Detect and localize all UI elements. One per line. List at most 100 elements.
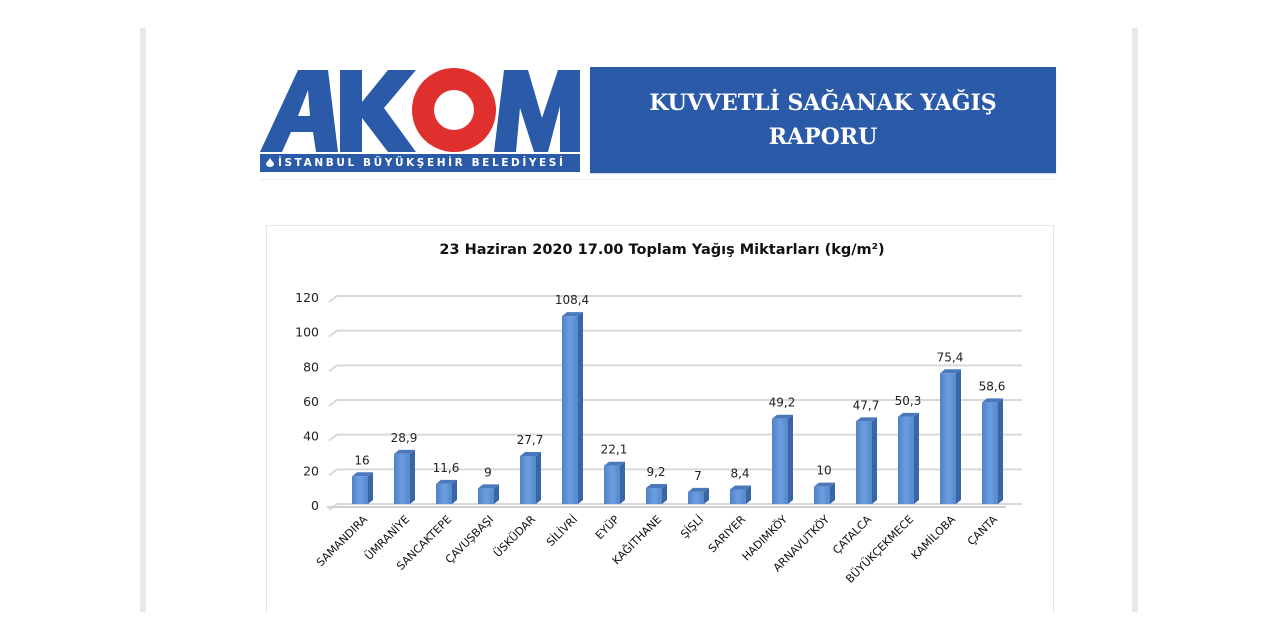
bar-top	[856, 417, 877, 422]
x-category-label: ÇATALCA	[830, 513, 874, 557]
bar-side	[788, 414, 793, 504]
x-category-label: SİLİVRİ	[544, 513, 580, 549]
x-category-label: ŞİŞLİ	[678, 513, 706, 541]
bar-side	[830, 482, 835, 504]
page-left-edge	[140, 28, 146, 612]
y-tick-label: 80	[303, 359, 319, 374]
bar-side	[620, 461, 625, 504]
bar-kağithane	[646, 488, 662, 504]
bar-top	[982, 398, 1003, 403]
y-tick-label: 40	[303, 429, 319, 444]
x-category-label: KAMİLOBA	[909, 513, 959, 563]
x-category-label: ÜSKÜDAR	[491, 513, 538, 560]
data-label: 9	[484, 465, 492, 479]
bar-side	[662, 484, 667, 504]
data-label: 11,6	[433, 461, 460, 475]
data-label: 47,7	[853, 398, 880, 412]
logo-subtitle-strip: İSTANBUL BÜYÜKŞEHİR BELEDİYESİ	[260, 154, 580, 172]
x-category-label: ÇANTA	[965, 513, 1001, 549]
data-label: 58,6	[979, 379, 1006, 393]
header-divider	[260, 179, 1056, 180]
data-label: 75,4	[937, 350, 964, 364]
bar-side	[578, 312, 583, 504]
bar-kami̇loba	[940, 373, 956, 504]
y-tick-label: 120	[295, 290, 319, 305]
x-category-label: SAMANDIRA	[314, 513, 370, 569]
akom-logo-letters	[260, 68, 580, 152]
data-label: 7	[694, 469, 702, 483]
bar-side	[452, 479, 457, 504]
bar-büyükçekmece	[898, 416, 914, 504]
report-title-box: KUVVETLİ SAĞANAK YAĞIŞ RAPORU	[590, 67, 1056, 173]
bar-top	[478, 484, 499, 489]
data-label: 22,1	[601, 443, 628, 457]
x-category-label: EYÜP	[593, 513, 623, 543]
bar-side	[998, 398, 1003, 504]
data-label: 108,4	[555, 293, 589, 307]
gridline-perspective	[328, 433, 338, 442]
bar-top	[772, 414, 793, 419]
x-category-label: SARIYER	[706, 513, 749, 556]
gridline-perspective	[328, 364, 338, 373]
bar-çanta	[982, 402, 998, 504]
report-title-line1: KUVVETLİ SAĞANAK YAĞIŞ	[649, 90, 997, 116]
bar-side	[872, 417, 877, 504]
data-label: 49,2	[769, 396, 796, 410]
y-tick-label: 20	[303, 463, 319, 478]
bar-top	[814, 482, 835, 487]
bar-si̇li̇vri̇	[562, 316, 578, 504]
bar-sancaktepe	[436, 483, 452, 504]
bar-eyüp	[604, 465, 620, 504]
bar-şi̇şli̇	[688, 491, 704, 504]
bar-top	[436, 479, 457, 484]
data-label: 27,7	[517, 433, 544, 447]
report-title-line2: RAPORU	[768, 124, 878, 150]
bar-side	[914, 412, 919, 504]
bar-top	[730, 485, 751, 490]
bar-side	[494, 484, 499, 504]
rainfall-chart: 23 Haziran 2020 17.00 Toplam Yağış Mikta…	[266, 225, 1054, 614]
data-label: 10	[816, 464, 831, 478]
bar-arnavutköy	[814, 486, 830, 504]
bar-side	[704, 487, 709, 504]
bar-top	[940, 369, 961, 374]
bar-sariyer	[730, 489, 746, 504]
chart-plot: 02040608010012016SAMANDIRA28,9ÜMRANİYE11…	[295, 290, 1022, 586]
bar-top	[898, 412, 919, 417]
logo-subtitle: İSTANBUL BÜYÜKŞEHİR BELEDİYESİ	[278, 157, 566, 169]
bar-side	[956, 369, 961, 504]
data-label: 9,2	[646, 465, 665, 479]
akom-logo: İSTANBUL BÜYÜKŞEHİR BELEDİYESİ	[258, 66, 582, 174]
bar-top	[688, 487, 709, 492]
gridline-perspective	[328, 329, 338, 338]
bar-top	[520, 451, 541, 456]
y-tick-label: 100	[295, 325, 319, 340]
bar-top	[646, 484, 667, 489]
bar-çatalca	[856, 421, 872, 504]
bar-üsküdar	[520, 455, 536, 504]
bar-hadimköy	[772, 418, 788, 504]
gridline-perspective	[328, 295, 338, 303]
bar-side	[368, 472, 373, 504]
gridline-perspective	[328, 399, 338, 407]
bar-top	[604, 461, 625, 466]
data-label: 8,4	[730, 466, 749, 480]
chart-title: 23 Haziran 2020 17.00 Toplam Yağış Mikta…	[439, 242, 885, 258]
gridline-perspective	[328, 468, 338, 477]
page-right-edge	[1132, 28, 1138, 612]
bar-top	[352, 472, 373, 477]
data-label: 28,9	[391, 431, 418, 445]
bar-side	[410, 449, 415, 504]
bar-side	[746, 485, 751, 504]
bar-ümrani̇ye	[394, 453, 410, 504]
bar-top	[562, 312, 583, 317]
water-drop-icon	[266, 157, 274, 167]
y-tick-label: 60	[303, 394, 319, 409]
data-label: 16	[354, 453, 369, 467]
bar-çavuşbaşi	[478, 488, 494, 504]
bar-top	[394, 449, 415, 454]
bar-samandira	[352, 476, 368, 504]
data-label: 50,3	[895, 394, 922, 408]
y-tick-label: 0	[311, 498, 319, 513]
bar-side	[536, 451, 541, 504]
